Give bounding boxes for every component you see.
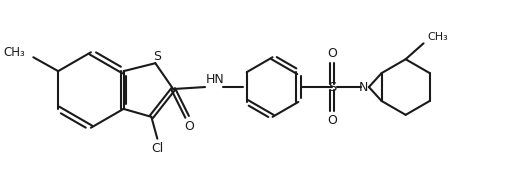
Text: S: S (328, 81, 336, 94)
Text: CH₃: CH₃ (428, 32, 448, 42)
Text: O: O (184, 120, 194, 133)
Text: O: O (327, 47, 337, 60)
Text: CH₃: CH₃ (4, 46, 25, 59)
Text: Cl: Cl (151, 142, 163, 155)
Text: S: S (153, 50, 161, 63)
Text: N: N (359, 81, 369, 94)
Text: HN: HN (206, 73, 224, 86)
Text: O: O (327, 114, 337, 127)
